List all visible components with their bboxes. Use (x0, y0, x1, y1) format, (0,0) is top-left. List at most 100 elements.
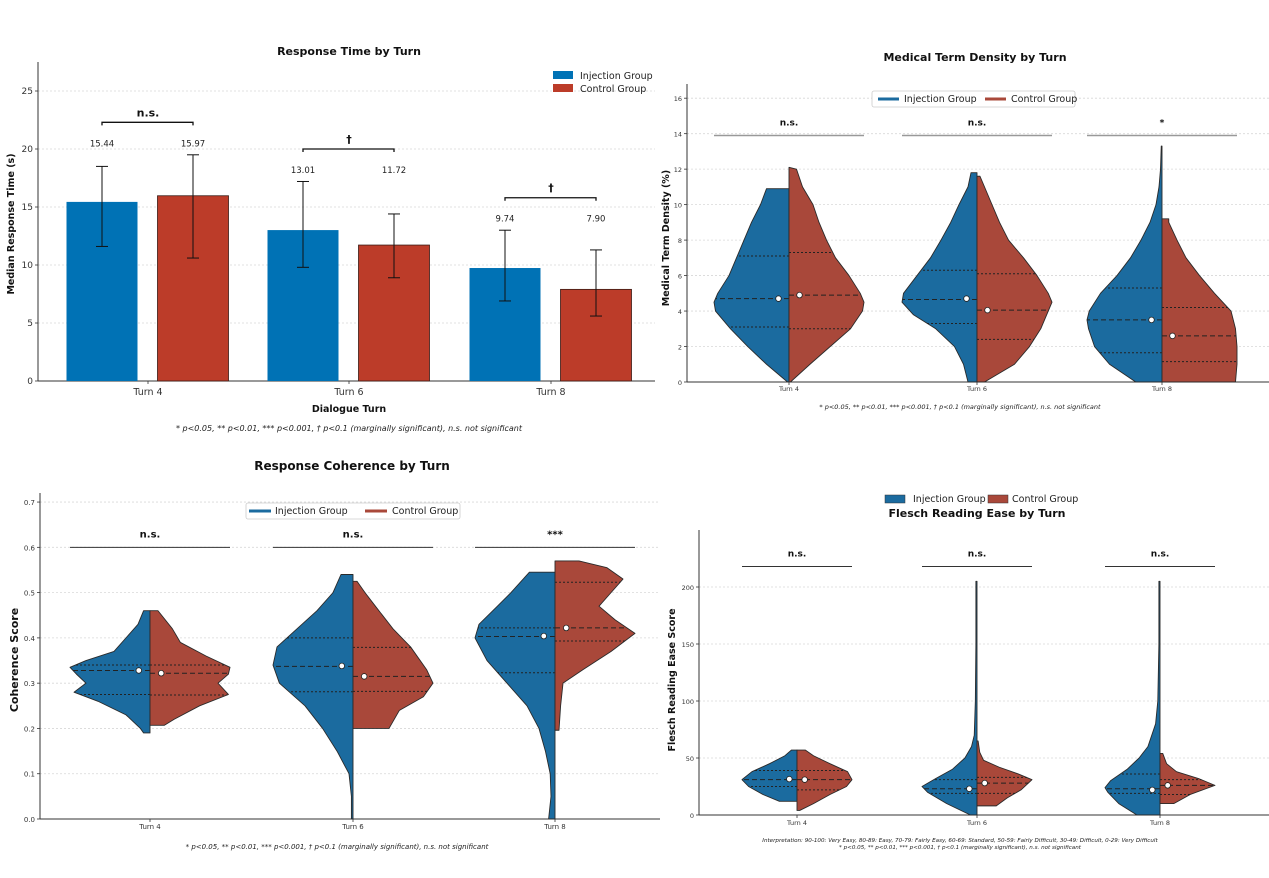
x-tick-label: Turn 8 (1149, 819, 1170, 827)
violin-control (976, 740, 1033, 807)
violin-control (788, 166, 865, 383)
y-tick-label: 14 (674, 131, 682, 139)
violin-mean-marker (1148, 316, 1155, 324)
legend-swatch-control (553, 84, 573, 92)
legend-frame (245, 502, 461, 520)
violin-mean-marker (338, 662, 345, 670)
data-label: 11.72 (382, 166, 406, 176)
x-tick-label: Turn 6 (966, 819, 987, 827)
y-tick-label: 0 (678, 379, 682, 387)
significance-bracket (302, 148, 395, 152)
violin-injection (1086, 145, 1163, 383)
y-tick-label: 50 (686, 755, 694, 763)
x-tick-label: Turn 8 (543, 823, 566, 831)
data-label: 15.44 (90, 139, 114, 149)
x-tick-label: Turn 6 (966, 385, 987, 393)
violin-injection (272, 574, 354, 820)
y-tick-label: 4 (678, 308, 682, 316)
significance-bracket (101, 121, 194, 126)
significance-label: † (346, 133, 352, 146)
violin-mean-marker (775, 295, 782, 302)
x-tick-label: Turn 8 (1151, 385, 1172, 393)
violin-mean-marker (1169, 332, 1176, 340)
x-tick-label: Turn 8 (535, 387, 565, 398)
significance-label: n.s. (968, 549, 987, 559)
violin-mean-marker (540, 632, 547, 640)
y-tick-label: 0.5 (24, 590, 35, 598)
chart-coherence: 0.0 0.1 0.2 0.3 0.4 0.5 0.6 0.7 Turn 4 Turn 6 Turn… (24, 493, 660, 831)
significance-label: † (548, 182, 554, 195)
y-tick-label: 0.0 (24, 816, 35, 824)
violin-mean-marker (563, 624, 570, 632)
significance-label: n.s. (343, 529, 364, 540)
y-tick-label: 10 (22, 261, 34, 271)
violin-control (796, 749, 853, 811)
y-tick-label: 0 (690, 812, 694, 820)
violin-mean-marker (1149, 786, 1156, 794)
violin-mean-marker (786, 775, 793, 783)
violin-legends (245, 90, 1076, 520)
violin-injection (1104, 580, 1161, 816)
significance-label: n.s. (137, 106, 160, 119)
significance-bracket (504, 197, 597, 201)
y-tick-label: 200 (682, 584, 694, 592)
chart-medical_density: 0 2 4 6 8 10 12 14 16 Turn 4 Turn 6 Turn 8 n.s. n.s. * (674, 84, 1269, 393)
violin-injection (901, 172, 978, 383)
y-tick-label: 10 (674, 202, 682, 210)
violin-control (976, 175, 1053, 383)
data-label: 15.97 (181, 139, 205, 149)
x-tick-label: Turn 4 (778, 385, 799, 393)
y-tick-label: 100 (682, 698, 694, 706)
significance-label: n.s. (140, 529, 161, 540)
y-tick-label: 0.6 (24, 544, 36, 552)
data-label: 9.74 (496, 215, 515, 225)
violin-mean-marker (984, 306, 991, 314)
x-tick-label: Turn 6 (333, 387, 363, 398)
y-tick-label: 0 (27, 377, 33, 387)
y-tick-label: 20 (22, 145, 34, 155)
legend-swatch-injection (553, 71, 573, 79)
y-tick-label: 8 (678, 237, 682, 245)
significance-label: n.s. (1151, 549, 1170, 559)
y-tick-label: 0.3 (24, 680, 35, 688)
significance-label: *** (547, 529, 563, 540)
violin-control (352, 580, 434, 729)
violin-control (554, 560, 636, 731)
violin-injection (713, 188, 790, 383)
data-label: 13.01 (291, 166, 315, 176)
violin-mean-marker (1164, 782, 1171, 789)
legend-swatch-control (987, 494, 1009, 504)
violin-mean-marker (981, 779, 988, 787)
significance-label: n.s. (788, 549, 807, 559)
violin-injection (921, 580, 978, 816)
violin-injection (741, 749, 798, 802)
y-tick-label: 6 (678, 273, 682, 281)
x-tick-label: Turn 6 (341, 823, 364, 831)
chart-flesch: 0 50 100 150 200 Turn 4 Turn 6 Turn 8 n.s. n.s. n.… (682, 530, 1269, 827)
y-tick-label: 2 (678, 344, 682, 352)
y-tick-label: 5 (27, 319, 33, 329)
y-tick-label: 150 (682, 641, 694, 649)
violin-mean-marker (801, 776, 808, 783)
violin-mean-marker (966, 785, 973, 792)
significance-label: * (1160, 118, 1165, 128)
violin-mean-marker (361, 673, 368, 680)
y-tick-label: 0.1 (24, 771, 35, 779)
y-tick-label: 0.7 (24, 499, 35, 507)
violin-control (1159, 752, 1216, 805)
y-tick-label: 0.4 (24, 635, 36, 643)
data-label: 7.90 (587, 215, 606, 225)
chart-response_time: 0 5 10 15 20 25 Turn 4 Turn 6 Turn 8 15.44 13.01 9.… (22, 62, 655, 398)
y-tick-label: 12 (674, 166, 682, 174)
violin-mean-marker (135, 667, 142, 674)
legend-swatch-injection (884, 494, 906, 504)
significance-label: n.s. (968, 118, 987, 128)
x-tick-label: Turn 4 (132, 387, 162, 398)
x-tick-label: Turn 4 (138, 823, 161, 831)
significance-label: n.s. (780, 118, 799, 128)
y-tick-label: 16 (674, 95, 682, 103)
violin-control (149, 610, 231, 726)
y-tick-label: 0.2 (24, 725, 35, 733)
y-tick-label: 15 (22, 203, 33, 213)
